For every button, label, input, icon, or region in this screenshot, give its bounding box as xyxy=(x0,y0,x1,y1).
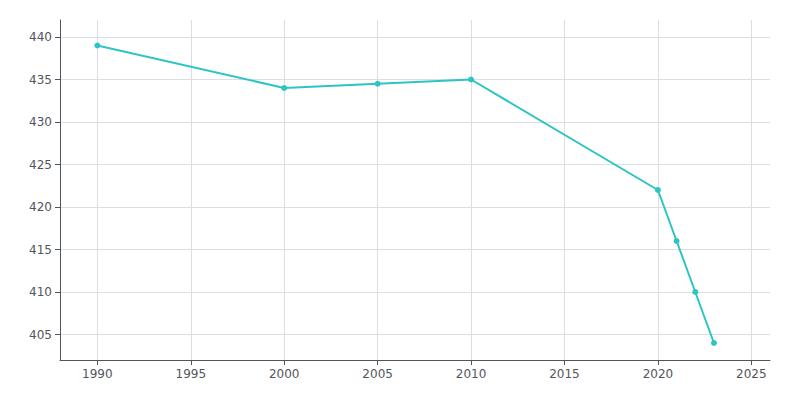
svg-text:415: 415 xyxy=(29,243,52,257)
svg-text:430: 430 xyxy=(29,115,52,129)
svg-text:2005: 2005 xyxy=(362,367,393,381)
svg-text:2025: 2025 xyxy=(736,367,767,381)
svg-text:2000: 2000 xyxy=(269,367,300,381)
svg-text:1990: 1990 xyxy=(82,367,113,381)
svg-text:420: 420 xyxy=(29,200,52,214)
svg-text:440: 440 xyxy=(29,30,52,44)
svg-text:2010: 2010 xyxy=(456,367,487,381)
svg-text:405: 405 xyxy=(29,328,52,342)
svg-text:1995: 1995 xyxy=(176,367,207,381)
svg-text:410: 410 xyxy=(29,285,52,299)
svg-text:2020: 2020 xyxy=(643,367,674,381)
svg-text:2015: 2015 xyxy=(549,367,580,381)
svg-text:435: 435 xyxy=(29,73,52,87)
svg-text:425: 425 xyxy=(29,158,52,172)
